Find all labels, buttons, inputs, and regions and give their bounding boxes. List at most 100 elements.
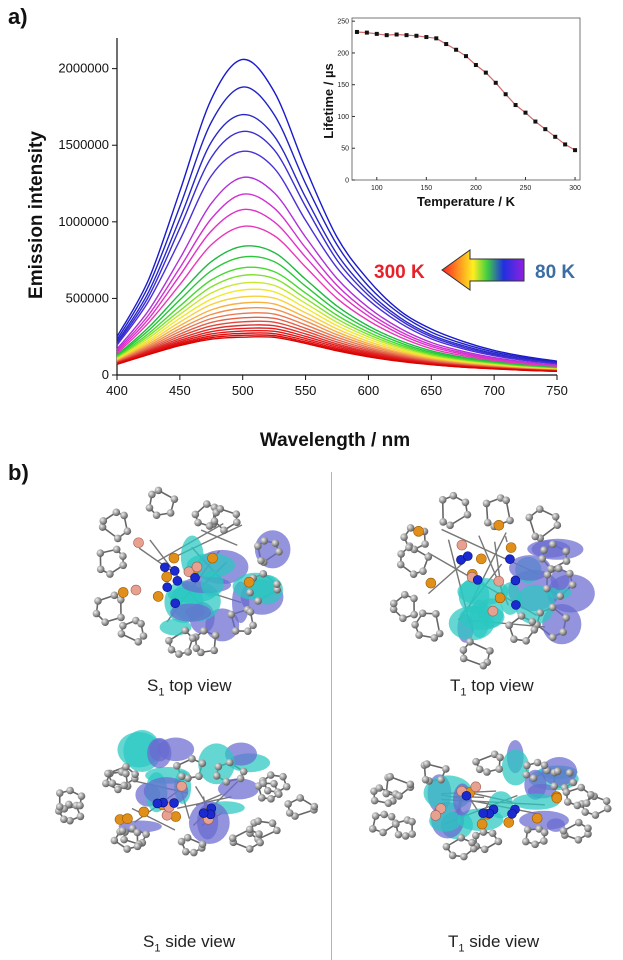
mol-atom (232, 510, 241, 519)
mol-atom (573, 801, 582, 810)
mol-atom (275, 790, 283, 799)
mol-atom (110, 836, 119, 845)
inset-y-tick-label: 100 (337, 114, 349, 121)
mol-atom (257, 556, 265, 565)
orbital-lobe (550, 569, 570, 591)
mol-bond (200, 529, 238, 546)
mol-atom (152, 511, 161, 520)
mol-atom-p (503, 817, 515, 828)
mol-atom (408, 830, 416, 838)
mol-atom (496, 753, 504, 762)
mol-atom (495, 765, 503, 773)
mol-atom (273, 580, 281, 589)
inset-point (394, 32, 399, 37)
inset-point (513, 103, 518, 108)
mol-atom (522, 770, 531, 779)
mol-atom (214, 762, 223, 771)
mol-atom (559, 628, 567, 636)
mol-atom (397, 550, 405, 558)
mol-atom (120, 781, 128, 790)
mol-atom (166, 509, 175, 517)
inset-ticks: 100 150 200 250 300 0 50 100 150 200 250 (337, 19, 581, 192)
mol-atom (55, 789, 64, 797)
mol-atom (256, 838, 264, 847)
inset-point (464, 54, 468, 59)
inset-y-tick-label: 150 (337, 82, 349, 89)
mol-atom (119, 621, 127, 630)
mol-atom (205, 522, 214, 530)
mol-atom (505, 621, 513, 630)
mol-atom (382, 789, 391, 798)
mol-atom (409, 570, 418, 578)
mol-atom (466, 637, 474, 646)
mol-atom-n (507, 809, 517, 819)
x-tick-label: 750 (546, 383, 568, 398)
mol-atom (587, 790, 595, 799)
mol-atom-n (462, 551, 473, 561)
mol-atom (110, 591, 119, 600)
mol-atom (457, 833, 465, 842)
mol-atom (226, 758, 234, 767)
mol-atom (406, 524, 415, 532)
mol-atom-p (243, 576, 255, 588)
x-tick-label: 700 (483, 383, 505, 398)
mol-atom (296, 794, 305, 802)
mol-atom (228, 834, 237, 842)
mol-s1-side (40, 700, 330, 910)
emission-series-4 (116, 150, 558, 365)
mol-atom (392, 820, 400, 828)
mol-atom (562, 547, 570, 556)
mol-atom (284, 800, 292, 808)
x-tick-label: 550 (295, 383, 317, 398)
mol-atom (102, 779, 110, 788)
inset-frame (351, 17, 581, 181)
mol-atom (60, 815, 68, 824)
mol-atom (273, 826, 281, 835)
mol-atom (535, 825, 543, 833)
mol-atom (421, 540, 429, 548)
mol-atom (66, 816, 74, 825)
mol-atom (536, 608, 544, 617)
mol-atom-n (190, 572, 200, 583)
mol-atom (563, 798, 572, 806)
mol-atom (133, 842, 142, 851)
mol-t1-top (340, 475, 623, 675)
mol-atom (396, 560, 405, 569)
mol-atom (200, 626, 208, 635)
mol-atom (400, 590, 409, 599)
mol-atom (565, 768, 574, 777)
mol-atom (170, 495, 179, 503)
mol-atom (212, 771, 221, 780)
mol-atom-n (169, 798, 179, 808)
mol-atom (410, 594, 418, 603)
legend-start-label: 300 K (374, 262, 425, 283)
mol-atom-p (138, 806, 150, 818)
inset-y-label: Lifetime / µs (321, 63, 336, 138)
mol-atom (401, 832, 410, 840)
inset-points (354, 29, 578, 153)
mol-atom (562, 557, 571, 565)
mol-atom-p (531, 812, 543, 824)
mol-atom (421, 775, 430, 784)
mol-atom (285, 809, 294, 817)
mol-atom (533, 758, 542, 767)
mol-atom (562, 614, 570, 622)
inset-point (523, 110, 528, 115)
mol-s1-side-render (54, 730, 319, 857)
mol-atom-p (207, 552, 218, 564)
mol-atom (177, 837, 186, 846)
inset-axes (351, 17, 581, 181)
mol-atom-p (493, 519, 505, 531)
emission-series-10 (116, 255, 558, 369)
mol-atom (553, 767, 562, 776)
mol-atom (273, 585, 282, 594)
mol-atom (405, 543, 413, 552)
mol-atom (279, 772, 287, 781)
mol-atom (108, 779, 117, 788)
mol-atom (275, 547, 283, 556)
mol-s1-top-render (92, 486, 291, 658)
mol-atom (603, 804, 612, 813)
mol-atom-n (478, 808, 488, 819)
mol-atom (122, 762, 130, 771)
mol-atom (268, 819, 277, 828)
